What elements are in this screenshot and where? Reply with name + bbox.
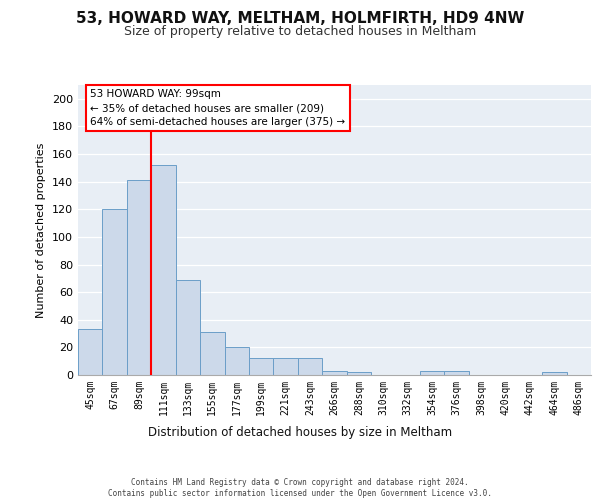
Bar [420,371,445,375]
Text: 53, HOWARD WAY, MELTHAM, HOLMFIRTH, HD9 4NW: 53, HOWARD WAY, MELTHAM, HOLMFIRTH, HD9 … [76,11,524,26]
Bar [322,371,347,375]
Bar [151,165,176,375]
Bar [224,348,249,375]
Bar [274,358,298,375]
Text: Distribution of detached houses by size in Meltham: Distribution of detached houses by size … [148,426,452,439]
Bar [78,330,103,375]
Y-axis label: Number of detached properties: Number of detached properties [37,142,46,318]
Bar [103,210,127,375]
Bar [347,372,371,375]
Bar [127,180,151,375]
Text: Contains HM Land Registry data © Crown copyright and database right 2024.
Contai: Contains HM Land Registry data © Crown c… [108,478,492,498]
Bar [249,358,274,375]
Bar [176,280,200,375]
Bar [542,372,566,375]
Bar [445,371,469,375]
Text: Size of property relative to detached houses in Meltham: Size of property relative to detached ho… [124,25,476,38]
Text: 53 HOWARD WAY: 99sqm
← 35% of detached houses are smaller (209)
64% of semi-deta: 53 HOWARD WAY: 99sqm ← 35% of detached h… [91,89,346,127]
Bar [298,358,322,375]
Bar [200,332,224,375]
